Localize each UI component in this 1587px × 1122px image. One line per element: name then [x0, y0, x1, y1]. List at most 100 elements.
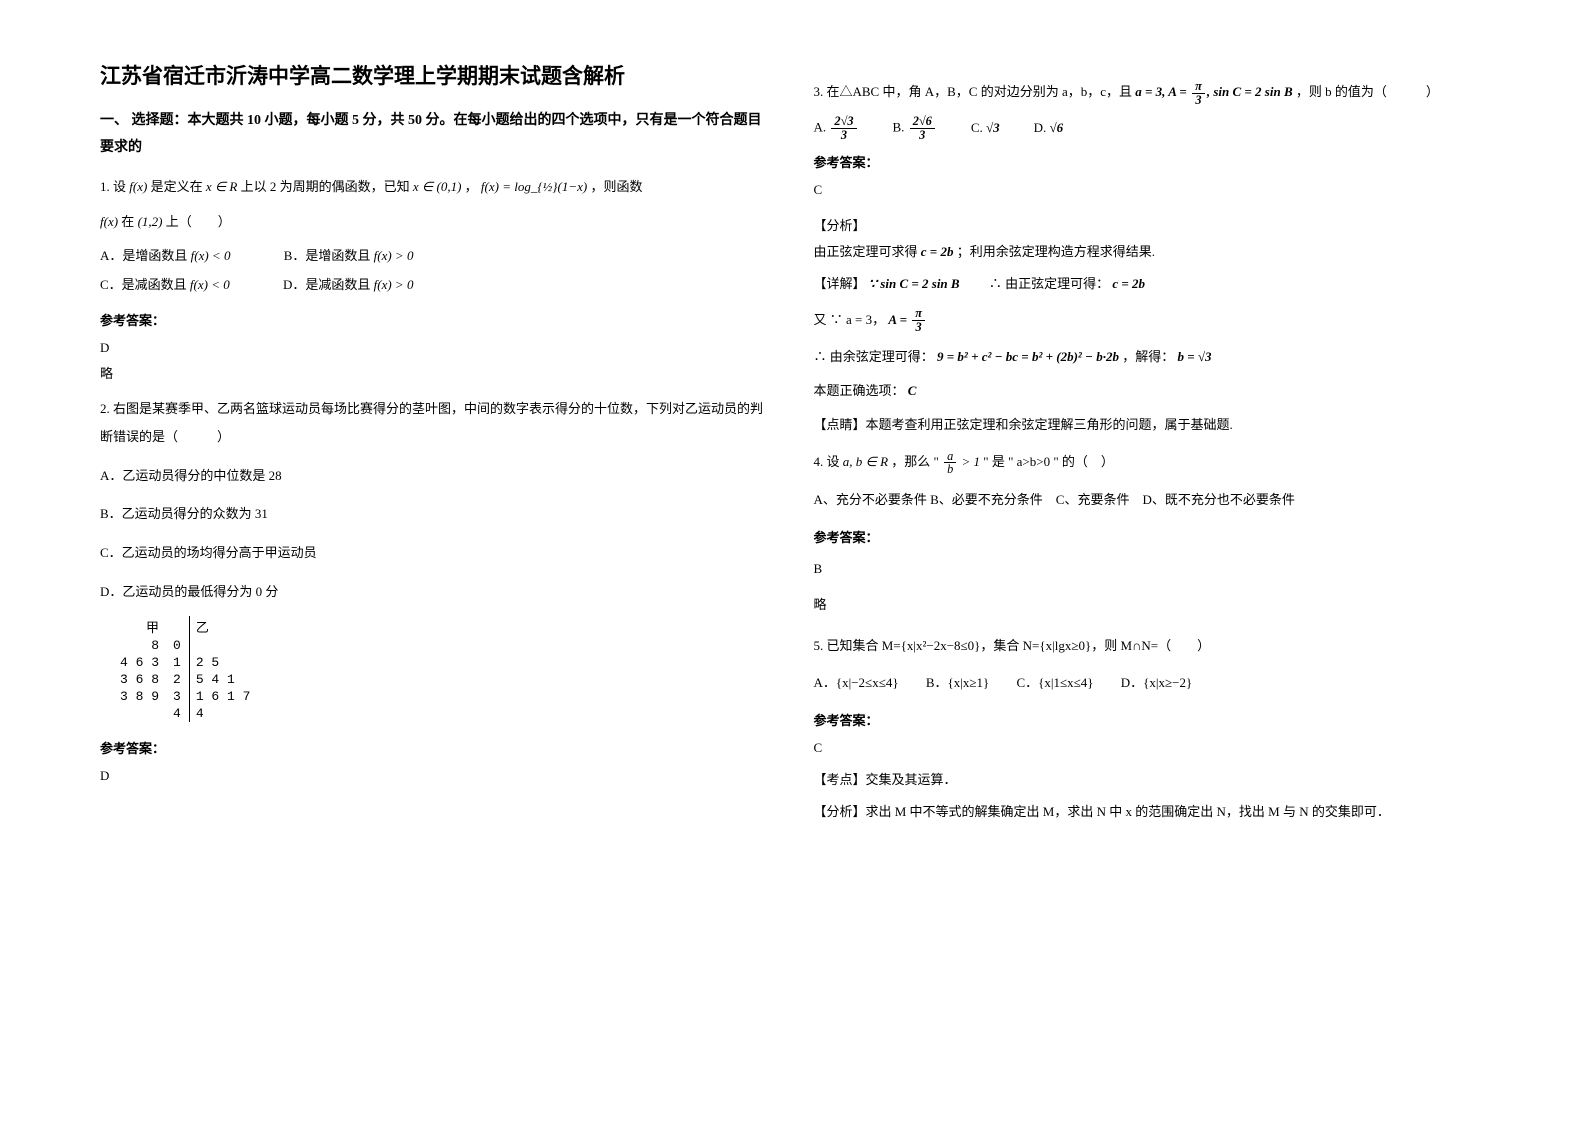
q1-l2m: 在 — [121, 214, 137, 229]
doc-title: 江苏省宿迁市沂涛中学高二数学理上学期期末试题含解析 — [100, 60, 774, 90]
q1-x01: x ∈ (0,1) — [413, 179, 462, 194]
sl-head-right: 乙 — [189, 616, 258, 637]
q4-fn: a — [944, 450, 956, 464]
q3-Cval: √3 — [986, 120, 1000, 135]
sl-r2-s: 2 — [165, 671, 189, 688]
q2-optB: B．乙运动员得分的众数为 31 — [100, 500, 774, 529]
q3-d1f1: ∵ sin C = 2 sin B — [869, 276, 960, 291]
q3-yv-3: 3 — [912, 321, 925, 334]
sl-r3-r: 1 6 1 7 — [189, 688, 258, 705]
sl-r1-l: 4 6 3 — [112, 654, 165, 671]
q1-m1: 是定义在 — [151, 179, 206, 194]
sl-r0-l: 8 — [112, 637, 165, 654]
q1-range: (1,2) — [138, 214, 163, 229]
q5-optC: C．{x|1≤x≤4} — [1016, 670, 1093, 696]
q3-point: 【点睛】本题考查利用正弦定理和余弦定理解三角形的问题，属于基础题. — [814, 412, 1488, 438]
q5-kaodian: 【考点】交集及其运算． — [814, 767, 1488, 793]
section1-header: 一、 选择题：本大题共 10 小题，每小题 5 分，共 50 分。在每小题给出的… — [100, 108, 774, 161]
q2-stem: 2. 右图是某赛季甲、乙两名篮球运动员每场比赛得分的茎叶图，中间的数字表示得分的… — [100, 395, 774, 452]
q3-yvA: A = — [888, 312, 910, 327]
q1-optD-f: f(x) > 0 — [374, 277, 414, 292]
q3-answer: C — [814, 177, 1488, 203]
q1-optA-f: f(x) < 0 — [191, 248, 231, 263]
q1-answer-note: 略 — [100, 361, 774, 387]
sl-r3-l: 3 8 9 — [112, 688, 165, 705]
q3-Dlab: D. — [1034, 120, 1047, 135]
q4-opts: A、充分不必要条件 B、必要不充分条件 C、充要条件 D、既不充分也不必要条件 — [814, 487, 1488, 513]
q1-answer: D — [100, 335, 774, 361]
q2-answer-label: 参考答案： — [100, 738, 774, 757]
q5-optB: B．{x|x≥1} — [926, 670, 989, 696]
q3-cos-pre: ∴ 由余弦定理可得： — [814, 349, 934, 364]
stem-leaf-plot: 甲 乙 80 4 6 312 5 3 6 825 4 1 3 8 931 6 1… — [112, 616, 258, 722]
sl-r1-s: 1 — [165, 654, 189, 671]
sl-r4-r: 4 — [189, 705, 258, 722]
q3-cos-b: b = √3 — [1177, 349, 1211, 364]
q3-corr-pre: 本题正确选项： — [814, 383, 905, 398]
q1-tail: ，则函数 — [590, 179, 642, 194]
q1-xr: x ∈ R — [206, 179, 238, 194]
q1-answer-label: 参考答案： — [100, 310, 774, 329]
q3-cond-a: a = 3, A = — [1135, 84, 1190, 99]
question-4: 4. 设 a, b ∈ R ，那么 " ab > 1 " 是 " a>b>0 "… — [814, 448, 1488, 477]
q2-optA: A．乙运动员得分的中位数是 28 — [100, 462, 774, 491]
question-3: 3. 在△ABC 中，角 A，B，C 的对边分别为 a，b，c，且 a = 3,… — [814, 78, 1488, 107]
q1-optB-f: f(x) > 0 — [374, 248, 414, 263]
q3-d1f2: c = 2b — [1112, 276, 1145, 291]
q3-Bden: 3 — [910, 129, 935, 142]
q3-an1t: ；利用余弦定理构造方程求得结果. — [957, 244, 1155, 259]
q1-m3: ， — [465, 179, 478, 194]
q5-fenxi: 【分析】求出 M 中不等式的解集确定出 M，求出 N 中 x 的范围确定出 N，… — [814, 799, 1488, 825]
q3-pre: 3. 在△ABC 中，角 A，B，C 的对边分别为 a，b，c，且 — [814, 84, 1136, 99]
q3-analysis-tag: 【分析】 — [814, 213, 1488, 239]
q3-Blab: B. — [893, 119, 905, 134]
q4-fd: b — [944, 463, 956, 476]
q3-corr-ans: C — [908, 383, 917, 398]
q3-d1m: ∴ 由正弦定理可得： — [963, 276, 1109, 291]
q1-optC-f: f(x) < 0 — [190, 277, 230, 292]
q3-Dval: √6 — [1050, 120, 1064, 135]
q5-answer: C — [814, 735, 1488, 761]
q4-m2: " 是 " a>b>0 " 的（ ） — [983, 454, 1114, 469]
sl-r4-s: 4 — [165, 705, 189, 722]
q1-optC-pre: C．是减函数且 — [100, 277, 187, 292]
sl-r0-r — [189, 637, 258, 654]
q3-cos-m: ，解得： — [1122, 349, 1174, 364]
q3-cond-sin: , sin C = 2 sin B — [1207, 84, 1293, 99]
q5-optD: D．{x|x≥−2} — [1121, 670, 1192, 696]
q1-optB-pre: B．是增函数且 — [284, 248, 371, 263]
sl-r2-r: 5 4 1 — [189, 671, 258, 688]
q1-pre: 1. 设 — [100, 179, 126, 194]
q3-tail: ，则 b 的值为（ ） — [1296, 84, 1439, 99]
q3-Aden: 3 — [831, 129, 856, 142]
q3-Alab: A. — [814, 119, 827, 134]
q3-3: 3 — [1192, 94, 1205, 107]
q3-yv-pi: π — [912, 307, 925, 321]
q1-optD-pre: D．是减函数且 — [283, 277, 370, 292]
q4-answer-note: 略 — [814, 592, 1488, 618]
sl-r4-l — [112, 705, 165, 722]
q3-an1f: c = 2b — [921, 244, 954, 259]
question-5: 5. 已知集合 M={x|x²−2x−8≤0}，集合 N={x|lgx≥0}，则… — [814, 632, 1488, 661]
q3-detail-tag: 【详解】 — [814, 276, 866, 291]
q1-fx: f(x) — [129, 179, 147, 194]
sl-r2-l: 3 6 8 — [112, 671, 165, 688]
q3-answer-label: 参考答案： — [814, 152, 1488, 171]
q2-answer: D — [100, 763, 774, 789]
question-2: 2. 右图是某赛季甲、乙两名篮球运动员每场比赛得分的茎叶图，中间的数字表示得分的… — [100, 395, 774, 607]
question-1: 1. 设 f(x) 是定义在 x ∈ R 上以 2 为周期的偶函数，已知 x ∈… — [100, 173, 774, 299]
q1-l2t: 上（ ） — [166, 214, 231, 229]
q4-ab: a, b ∈ R — [843, 454, 888, 469]
q4-answer-label: 参考答案： — [814, 527, 1488, 546]
q5-optA: A．{x|−2≤x≤4} — [814, 670, 899, 696]
q1-m2: 上以 2 为周期的偶函数，已知 — [241, 179, 413, 194]
q1-fx2: f(x) — [100, 214, 118, 229]
sl-head-left: 甲 — [112, 616, 165, 637]
q3-Anum: 2√3 — [831, 115, 856, 129]
sl-r0-s: 0 — [165, 637, 189, 654]
q4-gt: > 1 — [958, 454, 980, 469]
q3-yv: 又 ∵ a = 3， — [814, 312, 886, 327]
q4-m1: ，那么 " — [891, 454, 942, 469]
q5-answer-label: 参考答案： — [814, 710, 1488, 729]
q2-optC: C．乙运动员的场均得分高于甲运动员 — [100, 539, 774, 568]
